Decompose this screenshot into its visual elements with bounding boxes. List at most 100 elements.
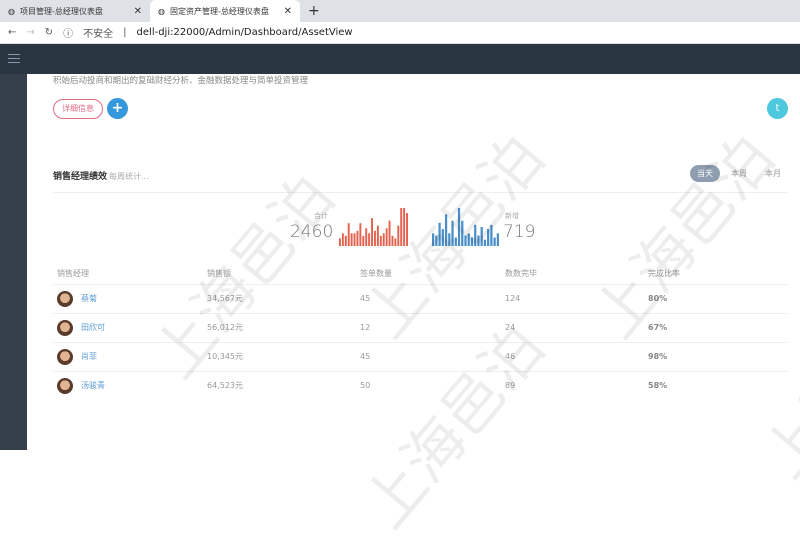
insecure-label: 不安全 — [83, 29, 114, 40]
manager-link[interactable]: 肖菲 — [81, 352, 97, 361]
browser-tabbar: ◍ 项目管理-总经理仪表盘 ✕ ◍ 固定资产管理-总经理仪表盘 ✕ + — [0, 0, 800, 22]
ratio-cell: 58% — [644, 370, 788, 400]
spark-bar — [435, 235, 438, 246]
spark-bar — [365, 228, 368, 246]
reload-icon[interactable]: ↻ — [44, 27, 54, 38]
detail-button[interactable]: 详细信息 — [53, 99, 103, 119]
sidebar — [0, 74, 27, 450]
avatar — [57, 348, 73, 365]
spark-bar — [403, 208, 406, 246]
spark-bar — [339, 238, 341, 246]
spark-bar — [451, 220, 454, 246]
spark-bar — [362, 235, 365, 246]
avatar — [57, 290, 73, 307]
col-header: 销售额 — [207, 269, 231, 279]
portlet-title: 销售经理绩效 每周统计... — [53, 169, 149, 182]
spark-bar — [444, 214, 448, 246]
top-navbar — [0, 44, 800, 74]
ratio-cell: 80% — [644, 283, 788, 313]
browser-tab[interactable]: ◍ 项目管理-总经理仪表盘 ✕ — [0, 0, 150, 22]
menu-icon[interactable] — [8, 54, 20, 66]
table-row: 肖菲 10,345元 45 46 98% — [53, 341, 788, 371]
spark-bar — [461, 220, 464, 246]
spark-bar — [487, 229, 490, 246]
tab-label: 固定资产管理-总经理仪表盘 — [169, 6, 269, 16]
spark-bar — [385, 228, 388, 246]
back-icon[interactable]: ← — [8, 27, 17, 38]
spark-bar — [376, 225, 379, 246]
spark-bar — [432, 233, 435, 246]
spark-bar — [368, 233, 371, 246]
range-week[interactable]: 本周 — [731, 169, 747, 178]
spark-bar — [406, 213, 408, 246]
spark-bar — [448, 233, 451, 246]
new-label: 新增 — [505, 212, 519, 220]
manager-link[interactable]: 汤骏青 — [81, 381, 105, 391]
spark-bar — [493, 237, 496, 246]
col-header: 数数完毕 — [505, 269, 537, 279]
manager-link[interactable]: 田欣可 — [81, 323, 105, 332]
spark-bar — [490, 224, 493, 246]
twitter-button[interactable]: t — [767, 98, 788, 119]
range-today[interactable]: 当天 — [690, 165, 720, 182]
close-icon[interactable]: ✕ — [133, 5, 142, 17]
orders-cell: 12 — [356, 312, 501, 342]
spark-bar — [441, 229, 444, 246]
spark-bar — [344, 235, 347, 246]
total-value: 2460 — [290, 222, 334, 242]
spark-bar — [347, 223, 350, 246]
spark-bar — [477, 235, 480, 246]
page-description: 积始后动投商和期出的复础财经分析、金融数据处理与简单投资管理 — [53, 76, 309, 86]
sales-table: 销售经理 销售额 签单数量 数数完毕 完成比率 蔡菊 34,567元 45 12… — [53, 264, 788, 400]
new-sparkline — [432, 208, 499, 246]
sales-cell: 10,345元 — [203, 341, 356, 371]
range-month[interactable]: 本月 — [765, 169, 781, 178]
address-bar: ← → ↻ ⓘ 不安全 | dell-dji:22000/Admin/Dashboard… — [0, 22, 800, 44]
spark-bar — [457, 208, 461, 246]
add-button[interactable]: + — [107, 98, 128, 119]
sales-cell: 56,012元 — [203, 312, 356, 342]
spark-bar — [467, 233, 470, 246]
info-icon[interactable]: ⓘ — [63, 29, 74, 40]
spark-bar — [391, 235, 394, 246]
table-row: 田欣可 56,012元 12 24 67% — [53, 312, 788, 342]
range-toggle: 当天 本周 本月 — [690, 165, 788, 182]
sales-cell: 34,567元 — [203, 283, 356, 313]
col-header: 签单数量 — [360, 269, 392, 279]
sales-cell: 64,523元 — [203, 370, 356, 400]
spark-bar — [438, 222, 441, 246]
table-row: 汤骏青 64,523元 50 89 58% — [53, 370, 788, 400]
new-tab-button[interactable]: + — [308, 3, 320, 19]
avatar — [57, 319, 73, 336]
spark-bar — [464, 235, 467, 246]
spark-bar — [353, 233, 356, 246]
ratio-cell: 98% — [644, 341, 788, 371]
col-header: 销售经理 — [57, 269, 89, 279]
spark-bar — [496, 233, 499, 246]
spark-bar — [400, 208, 403, 246]
table-row: 蔡菊 34,567元 45 124 80% — [53, 283, 788, 313]
total-sparkline — [339, 208, 408, 246]
new-value: 719 — [503, 222, 536, 242]
spark-bar — [382, 233, 385, 246]
orders-cell: 50 — [356, 370, 501, 400]
spark-bar — [371, 218, 373, 246]
url-input[interactable]: dell-dji:22000/Admin/Dashboard/AssetView — [136, 27, 353, 38]
spark-bar — [388, 220, 391, 246]
divider — [53, 192, 788, 193]
spark-bar — [374, 230, 376, 246]
count-cell: 24 — [501, 312, 644, 342]
spark-bar — [379, 235, 382, 246]
globe-icon: ◍ — [8, 6, 15, 16]
spark-bar — [474, 224, 477, 246]
spark-bar — [470, 237, 474, 246]
tab-label: 项目管理-总经理仪表盘 — [19, 6, 103, 16]
orders-cell: 45 — [356, 341, 501, 371]
browser-tab-active[interactable]: ◍ 固定资产管理-总经理仪表盘 ✕ — [150, 0, 300, 22]
spark-bar — [341, 233, 344, 246]
forward-icon[interactable]: → — [26, 27, 35, 38]
manager-link[interactable]: 蔡菊 — [81, 294, 97, 303]
close-icon[interactable]: ✕ — [283, 5, 292, 17]
ratio-cell: 67% — [644, 312, 788, 342]
count-cell: 124 — [501, 283, 644, 313]
